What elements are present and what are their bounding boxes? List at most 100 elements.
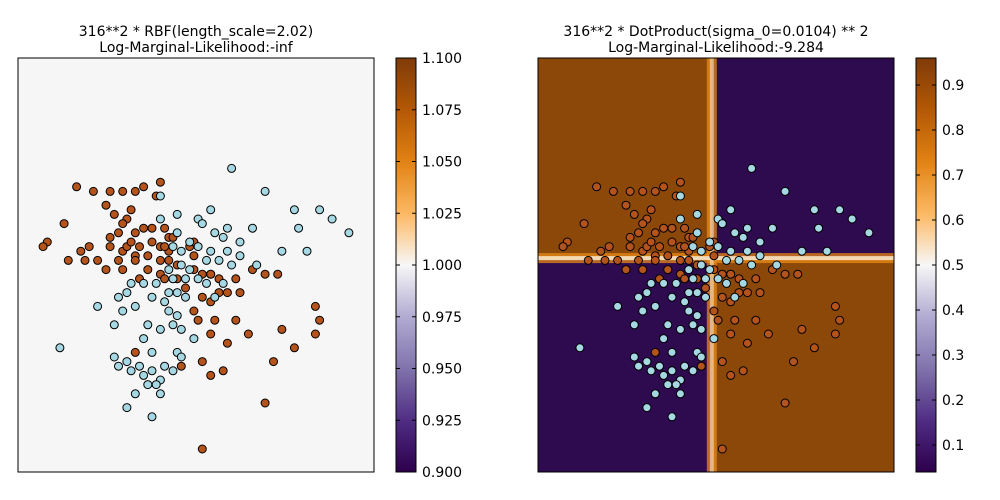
scatter-point-class-0 <box>734 255 744 265</box>
scatter-point-class-1 <box>88 186 98 196</box>
scatter-point-class-1 <box>269 357 278 367</box>
scatter-point-class-1 <box>118 265 128 275</box>
scatter-point-class-1 <box>80 255 90 265</box>
scatter-point-class-1 <box>143 265 153 275</box>
scatter-point-class-0 <box>155 389 165 399</box>
scatter-point-class-1 <box>315 315 325 325</box>
scatter-point-class-0 <box>126 278 136 288</box>
scatter-point-class-1 <box>181 283 190 293</box>
scatter-point-class-1 <box>193 315 203 325</box>
scatter-point-class-1 <box>206 329 216 339</box>
scatter-point-class-0 <box>864 228 874 238</box>
scatter-point-class-0 <box>675 214 685 224</box>
scatter-point-class-0 <box>671 278 681 288</box>
scatter-point-class-0 <box>114 361 123 371</box>
scatter-point-class-0 <box>302 246 312 256</box>
scatter-point-class-1 <box>139 182 149 192</box>
scatter-point-class-0 <box>692 311 702 321</box>
scatter-point-class-1 <box>730 315 740 325</box>
scatter-point-class-1 <box>72 182 82 192</box>
colorbar-tick-label: 0.5 <box>942 258 964 274</box>
scatter-point-class-0 <box>289 205 299 215</box>
right-plot-frame <box>537 57 895 473</box>
colorbar-tick-label: 0.8 <box>942 123 964 139</box>
scatter-point-class-0 <box>835 205 845 215</box>
scatter-point-class-0 <box>688 320 698 330</box>
scatter-point-class-1 <box>160 223 170 233</box>
scatter-point-class-1 <box>101 265 111 275</box>
scatter-point-class-0 <box>730 228 740 238</box>
scatter-point-class-0 <box>814 223 824 233</box>
scatter-point-class-0 <box>726 205 736 215</box>
scatter-point-class-0 <box>315 205 325 215</box>
scatter-point-class-0 <box>675 324 685 334</box>
scatter-point-class-1 <box>155 177 165 187</box>
scatter-point-class-0 <box>575 343 585 353</box>
scatter-point-class-0 <box>172 311 182 321</box>
scatter-point-class-1 <box>780 269 790 279</box>
scatter-point-class-0 <box>164 265 174 275</box>
scatter-point-class-1 <box>310 301 320 311</box>
scatter-point-class-0 <box>688 274 698 284</box>
scatter-point-class-1 <box>147 223 157 233</box>
scatter-point-class-0 <box>655 361 664 371</box>
scatter-point-class-0 <box>147 366 157 376</box>
scatter-point-class-1 <box>101 200 111 210</box>
scatter-point-class-0 <box>222 223 232 233</box>
scatter-point-class-0 <box>822 246 832 256</box>
scatter-point-class-0 <box>130 301 140 311</box>
scatter-point-class-0 <box>692 209 702 219</box>
left-chart-title-line2: Log-Marginal-Likelihood:-inf <box>99 40 294 56</box>
scatter-point-class-0 <box>675 191 685 201</box>
right-chart-title-line2: Log-Marginal-Likelihood:-9.284 <box>608 40 824 56</box>
scatter-point-class-1 <box>717 444 727 454</box>
scatter-point-class-1 <box>650 347 660 357</box>
scatter-point-class-1 <box>621 200 631 210</box>
scatter-point-class-0 <box>642 357 652 367</box>
scatter-point-class-0 <box>218 278 228 288</box>
right-scatter-points <box>558 163 874 454</box>
left-chart: 316**2 * RBF(length_scale=2.02) Log-Marg… <box>17 24 462 481</box>
scatter-point-class-1 <box>260 269 270 279</box>
scatter-point-class-1 <box>206 370 216 380</box>
scatter-point-class-1 <box>197 292 207 302</box>
scatter-point-class-0 <box>738 232 748 242</box>
scatter-point-class-1 <box>231 315 241 325</box>
scatter-point-class-1 <box>638 219 648 229</box>
scatter-point-class-1 <box>206 269 216 279</box>
scatter-point-class-1 <box>38 242 48 252</box>
scatter-point-class-0 <box>696 352 706 362</box>
scatter-point-class-0 <box>168 274 178 284</box>
scatter-point-class-0 <box>642 403 652 413</box>
scatter-point-class-0 <box>185 265 195 275</box>
scatter-point-class-0 <box>680 361 690 371</box>
scatter-point-class-1 <box>84 242 94 252</box>
colorbar-tick-label: 0.1 <box>942 438 964 454</box>
scatter-point-class-1 <box>176 361 186 371</box>
colorbar-tick-label: 1.100 <box>422 51 462 67</box>
scatter-point-class-1 <box>592 182 602 192</box>
scatter-point-class-1 <box>659 223 669 233</box>
scatter-point-class-0 <box>713 274 723 284</box>
colorbar-tick-label: 1.000 <box>422 258 462 274</box>
scatter-point-class-1 <box>596 246 606 256</box>
scatter-point-class-1 <box>558 242 568 252</box>
scatter-point-class-0 <box>139 370 149 380</box>
scatter-point-class-0 <box>202 255 211 265</box>
left-plot-frame <box>17 57 375 473</box>
scatter-point-class-0 <box>646 278 656 288</box>
scatter-point-class-0 <box>705 237 715 247</box>
scatter-point-class-1 <box>646 237 656 247</box>
scatter-point-class-1 <box>655 242 664 252</box>
scatter-point-class-1 <box>59 219 69 229</box>
scatter-point-class-0 <box>659 278 669 288</box>
scatter-point-class-0 <box>613 301 623 311</box>
scatter-point-class-1 <box>667 223 677 233</box>
scatter-point-class-0 <box>755 237 765 247</box>
scatter-point-class-0 <box>688 366 698 376</box>
scatter-point-class-0 <box>797 246 807 256</box>
scatter-point-class-0 <box>210 292 220 302</box>
scatter-point-class-0 <box>135 361 144 371</box>
heatmap-transition-band <box>709 58 714 472</box>
